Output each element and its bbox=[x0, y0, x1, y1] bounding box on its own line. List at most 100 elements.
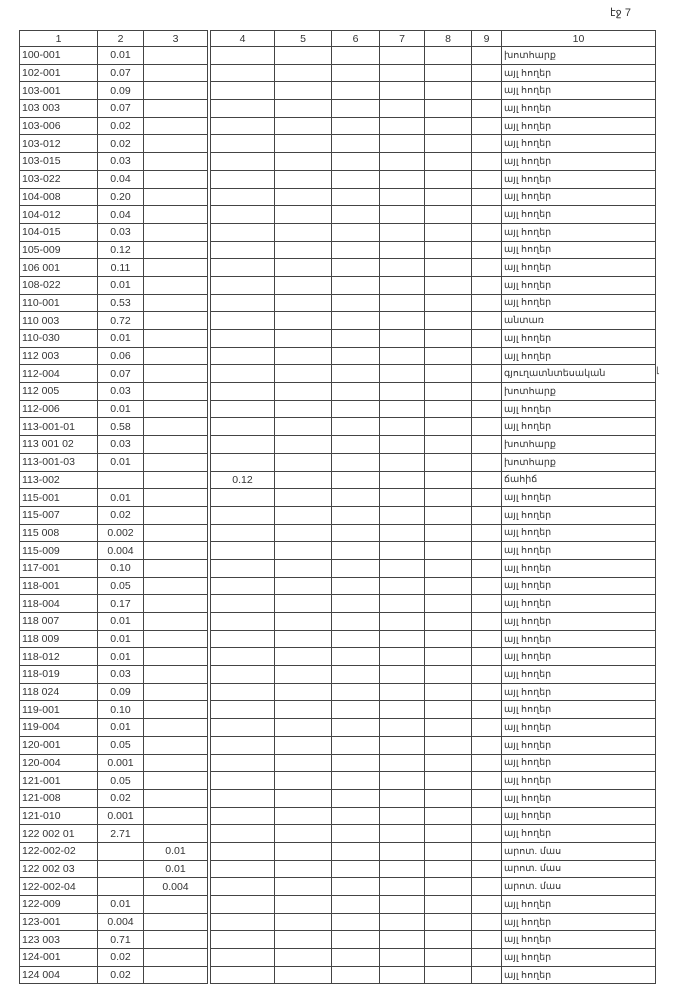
cell-col-7 bbox=[379, 859, 425, 879]
table-row: 118-001 0.05 այլ հողեր bbox=[19, 576, 656, 596]
cell-col-9 bbox=[471, 169, 502, 189]
cell-col-2: 0.01 bbox=[97, 718, 144, 737]
cell-col-7 bbox=[379, 523, 425, 543]
cell-col-5 bbox=[274, 311, 332, 330]
cell-col-1: 103-015 bbox=[19, 152, 98, 171]
cell-col-8 bbox=[424, 523, 472, 543]
cell-col-6 bbox=[331, 417, 380, 437]
table-row: 120-001 0.05 այլ հողեր bbox=[19, 735, 656, 755]
cell-col-2: 0.58 bbox=[97, 417, 144, 437]
table-row: 121-001 0.05 այլ հողեր bbox=[19, 771, 656, 790]
cell-col-4 bbox=[210, 895, 275, 914]
cell-col-7 bbox=[379, 629, 425, 649]
cell-col-1: 118 024 bbox=[19, 682, 98, 702]
cell-col-7 bbox=[379, 169, 425, 189]
cell-col-6 bbox=[331, 152, 380, 171]
cell-col-1: 118 007 bbox=[19, 612, 98, 631]
cell-col-1: 112-006 bbox=[19, 399, 98, 419]
cell-col-1: 113 001 02 bbox=[19, 435, 98, 454]
cell-col-4 bbox=[210, 222, 275, 242]
cell-col-4 bbox=[210, 594, 275, 613]
cell-col-3 bbox=[143, 824, 208, 843]
cell-col-8 bbox=[424, 222, 472, 242]
cell-col-2: 0.06 bbox=[97, 346, 144, 366]
cell-col-7 bbox=[379, 452, 425, 472]
cell-col-5 bbox=[274, 99, 332, 118]
cell-col-7 bbox=[379, 753, 425, 773]
cell-col-4 bbox=[210, 824, 275, 843]
cell-col-10: այլ հողեր bbox=[501, 594, 656, 613]
table-row: 118 007 0.01 այլ հողեր bbox=[19, 612, 656, 631]
cell-col-9 bbox=[471, 576, 502, 596]
cell-col-7 bbox=[379, 470, 425, 490]
cell-col-8 bbox=[424, 240, 472, 260]
cell-col-4 bbox=[210, 134, 275, 154]
cell-col-5 bbox=[274, 930, 332, 950]
cell-col-4 bbox=[210, 558, 275, 578]
cell-col-10: այլ հողեր bbox=[501, 912, 656, 932]
cell-col-10: անտառ bbox=[501, 311, 656, 330]
cell-col-3 bbox=[143, 912, 208, 932]
cell-col-9 bbox=[471, 859, 502, 879]
cell-col-3 bbox=[143, 240, 208, 260]
cell-col-7 bbox=[379, 293, 425, 313]
cell-col-2: 0.05 bbox=[97, 576, 144, 596]
cell-col-6 bbox=[331, 364, 380, 384]
cell-col-8 bbox=[424, 877, 472, 896]
table-row: 110-030 0.01 այլ հողեր bbox=[19, 329, 656, 348]
cell-col-10: այլ հողեր bbox=[501, 346, 656, 366]
cell-col-10: այլ հողեր bbox=[501, 240, 656, 260]
table-row: 119-001 0.10 այլ հողեր bbox=[19, 700, 656, 720]
cell-col-7 bbox=[379, 612, 425, 631]
cell-col-10: այլ հողեր bbox=[501, 948, 656, 967]
cell-col-7 bbox=[379, 877, 425, 896]
table-row: 121-008 0.02 այլ հողեր bbox=[19, 788, 656, 808]
cell-col-9 bbox=[471, 205, 502, 224]
cell-col-3 bbox=[143, 134, 208, 154]
cell-col-9 bbox=[471, 470, 502, 490]
cell-col-5 bbox=[274, 718, 332, 737]
cell-col-9 bbox=[471, 275, 502, 295]
cell-col-9 bbox=[471, 647, 502, 667]
cell-col-5 bbox=[274, 364, 332, 384]
cell-col-6 bbox=[331, 806, 380, 826]
cell-col-7 bbox=[379, 187, 425, 207]
cell-col-7 bbox=[379, 364, 425, 384]
cell-col-7 bbox=[379, 81, 425, 101]
cell-col-8 bbox=[424, 470, 472, 490]
table-row: 110 003 0.72 անտառ bbox=[19, 311, 656, 330]
cell-col-4 bbox=[210, 682, 275, 702]
cell-col-7 bbox=[379, 665, 425, 684]
cell-col-10: այլ հողեր bbox=[501, 523, 656, 543]
table-row: 118-004 0.17 այլ հողեր bbox=[19, 594, 656, 613]
cell-col-4 bbox=[210, 293, 275, 313]
cell-col-6 bbox=[331, 629, 380, 649]
cell-col-4 bbox=[210, 99, 275, 118]
cell-col-6 bbox=[331, 841, 380, 861]
cell-col-3 bbox=[143, 116, 208, 136]
cell-col-5 bbox=[274, 965, 332, 985]
cell-col-4 bbox=[210, 240, 275, 260]
cell-col-6 bbox=[331, 311, 380, 330]
cell-col-1: 119-001 bbox=[19, 700, 98, 720]
cell-col-3 bbox=[143, 435, 208, 454]
cell-col-2: 0.10 bbox=[97, 700, 144, 720]
cell-col-10: այլ հողեր bbox=[501, 488, 656, 507]
cell-col-9 bbox=[471, 346, 502, 366]
table-row: 115-007 0.02 այլ հողեր bbox=[19, 505, 656, 525]
table-row: 118 009 0.01 այլ հողեր bbox=[19, 629, 656, 649]
cell-col-8 bbox=[424, 841, 472, 861]
cell-col-8 bbox=[424, 753, 472, 773]
cell-col-4 bbox=[210, 311, 275, 330]
cell-col-7 bbox=[379, 700, 425, 720]
cell-col-10: այլ հողեր bbox=[501, 824, 656, 843]
cell-col-9 bbox=[471, 594, 502, 613]
cell-col-9 bbox=[471, 505, 502, 525]
cell-col-6 bbox=[331, 46, 380, 65]
cell-col-5 bbox=[274, 824, 332, 843]
cell-col-7 bbox=[379, 399, 425, 419]
cell-col-10: այլ հողեր bbox=[501, 718, 656, 737]
cell-col-9 bbox=[471, 682, 502, 702]
cell-col-2: 0.01 bbox=[97, 275, 144, 295]
page-number: էջ 7 bbox=[610, 7, 631, 19]
